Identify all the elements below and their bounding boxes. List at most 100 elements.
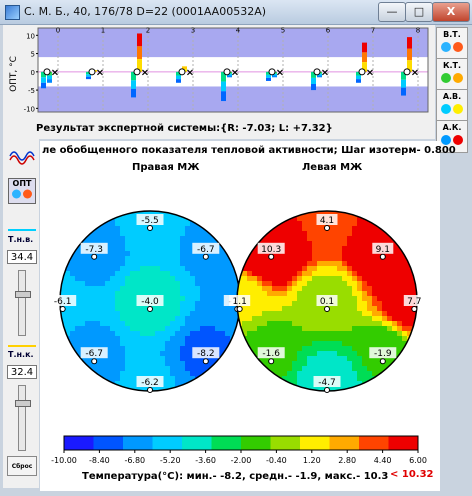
heat-cell [180,231,186,237]
kt-button[interactable]: К.Т. [436,58,468,91]
scale-tick-label: -5.20 [160,456,181,465]
heat-cell [372,371,378,377]
heat-cell [397,331,403,337]
maximize-button[interactable]: □ [405,2,433,22]
heat-cell [200,306,206,312]
heat-cell [105,276,111,282]
heat-cell [195,286,201,292]
heat-cell [372,386,378,391]
graph-icon[interactable] [9,146,35,166]
heat-cell [262,386,268,391]
heat-cell [282,331,288,337]
heat-cell [65,356,71,362]
heat-cell [352,241,358,247]
heat-cell [110,256,116,262]
heat-cell [215,366,221,372]
heat-cell [282,351,288,357]
heat-cell [120,371,126,377]
heat-cell [180,321,186,327]
heat-cell [235,341,240,347]
heat-cell [130,226,136,232]
heat-cell [262,276,268,282]
tnk-value[interactable]: 32.4 [7,365,37,379]
heat-cell [357,256,363,262]
heat-cell [237,236,243,242]
heat-cell [247,286,253,292]
heat-cell [317,276,323,282]
heat-cell [402,236,408,242]
heat-cell [95,276,101,282]
heat-cell [185,241,191,247]
heat-cell [155,286,161,292]
ak-button[interactable]: А.К. [436,120,468,153]
heat-cell [307,251,313,257]
heat-cell [282,371,288,377]
heat-cell [382,296,388,302]
heat-cell [205,266,211,272]
reset-button[interactable]: Сброс [7,456,37,476]
vt-button[interactable]: В.Т. [436,27,468,60]
heat-cell [220,361,226,367]
heat-cell [210,221,216,227]
heat-cell [85,291,91,297]
heat-cell [362,356,368,362]
value-label-bg [403,295,425,306]
heat-cell [382,211,388,217]
heat-cell [307,266,313,272]
heat-cell [292,221,298,227]
heat-cell [267,301,273,307]
tnv-slider[interactable] [15,270,31,336]
heat-cell [377,376,383,382]
heat-cell [332,341,338,347]
heat-cell [235,251,240,257]
heat-cell [387,336,393,342]
heat-cell [322,336,328,342]
heat-cell [180,311,186,317]
scale-tick-label: 4.40 [374,456,392,465]
tnk-slider-handle[interactable] [15,400,31,407]
heat-cell [257,261,263,267]
heat-cell [130,341,136,347]
heat-cell [327,356,333,362]
heat-cell [277,386,283,391]
heat-cell [297,231,303,237]
heat-cell [80,381,86,387]
heat-cell [75,216,81,222]
heat-cell [135,321,141,327]
heat-cell [282,336,288,342]
heat-cell [230,381,236,387]
scale-tick-label: 2.80 [338,456,356,465]
heat-cell [312,251,318,257]
heat-cell [347,261,353,267]
heat-cell [292,351,298,357]
opt-button[interactable]: ОПТ [8,178,36,204]
heat-cell [412,346,417,352]
heat-cell [252,321,258,327]
tnk-slider[interactable] [15,385,31,451]
av-button[interactable]: А.В. [436,89,468,122]
heat-cell [175,356,181,362]
heat-cell [155,291,161,297]
tnv-value[interactable]: 34.4 [7,250,37,264]
heat-cell [60,211,66,217]
close-button[interactable]: X [432,2,470,22]
heat-cell [100,311,106,317]
heat-cell [210,261,216,267]
heat-cell [225,376,231,382]
heat-cell [70,221,76,227]
heat-cell [85,306,91,312]
heat-cell [160,251,166,257]
heat-cell [402,386,408,391]
heat-cell [115,251,121,257]
heat-cell [140,361,146,367]
heat-cell [377,291,383,297]
heat-cell [347,316,353,322]
tnv-slider-handle[interactable] [15,291,31,298]
heat-cell [402,271,408,277]
heat-cell [115,241,121,247]
heat-cell [297,326,303,332]
heat-cell [130,326,136,332]
heat-cell [205,271,211,277]
minimize-button[interactable]: — [378,2,406,22]
heat-cell [90,271,96,277]
